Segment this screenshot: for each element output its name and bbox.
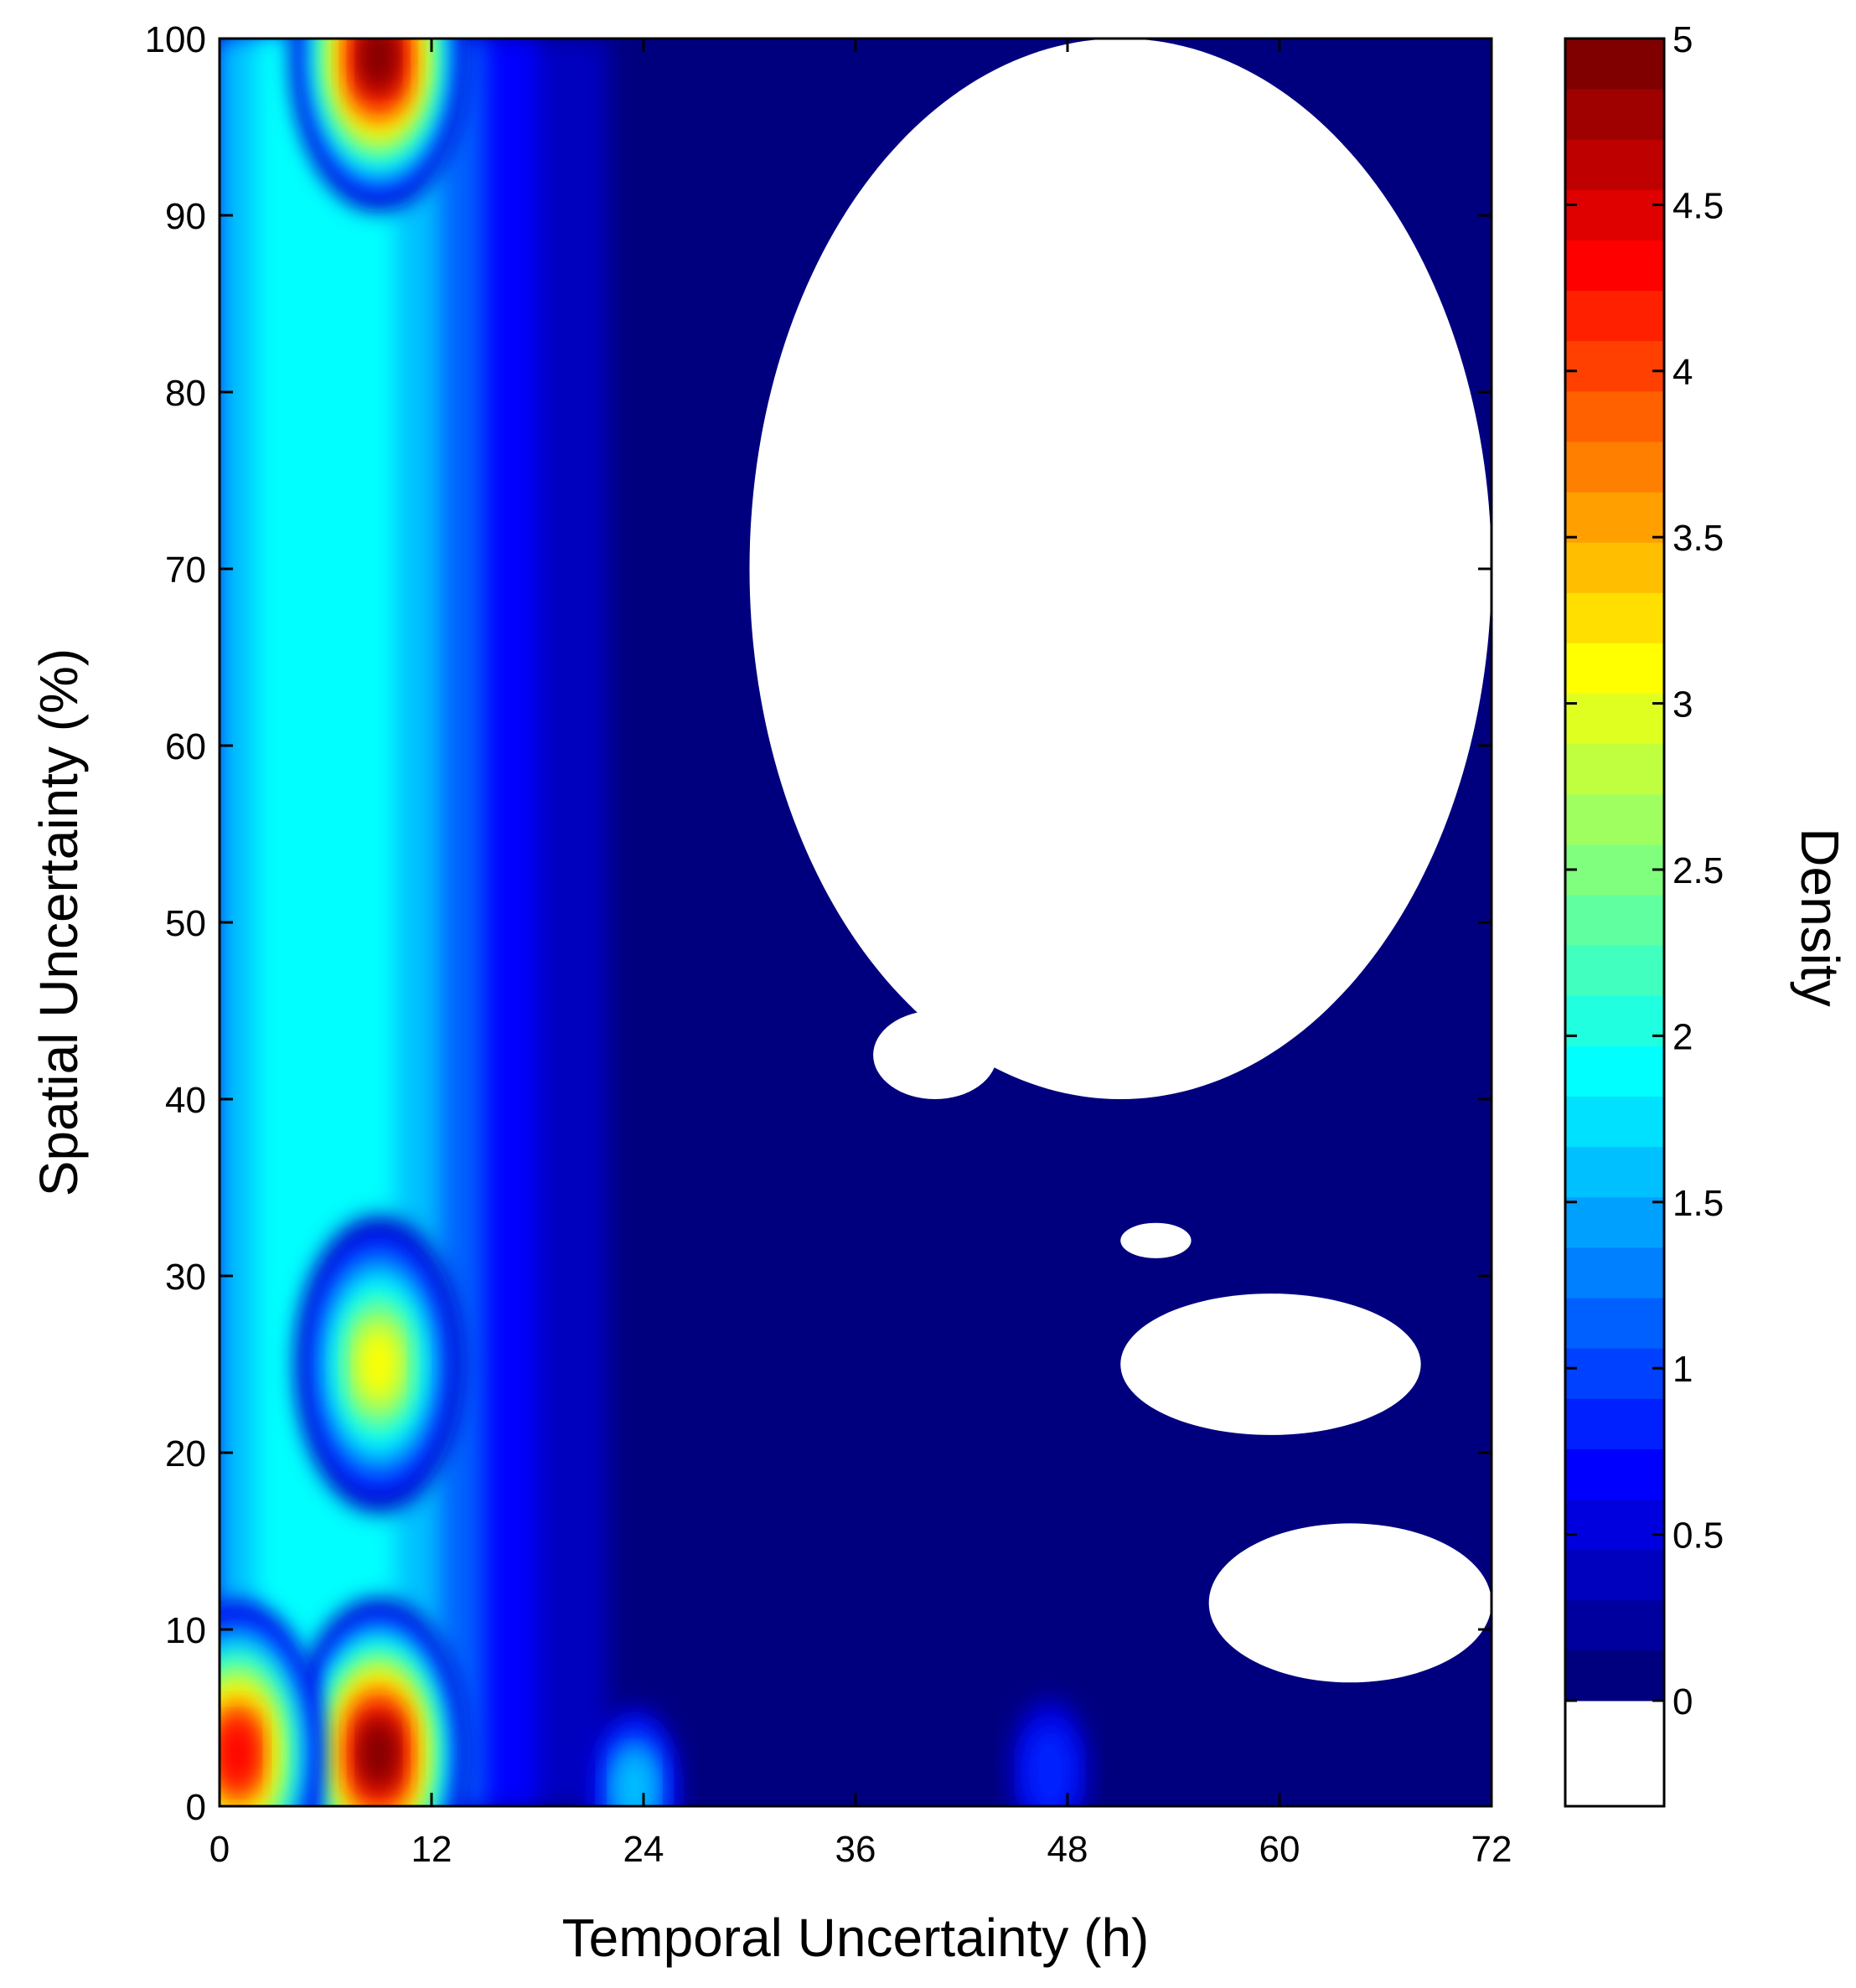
x-axis: 0 12 24 36 48 60 72	[209, 39, 1512, 1870]
density-hotspot	[220, 1720, 256, 1786]
colorbar-band	[1565, 1247, 1664, 1299]
density-hotspot	[1024, 1724, 1076, 1806]
density-hotspot	[614, 1752, 655, 1806]
colorbar-band	[1565, 643, 1664, 695]
colorbar-band	[1565, 139, 1664, 190]
colorbar-tick-label: 2.5	[1672, 850, 1724, 891]
colorbar-tick-label: 2	[1672, 1016, 1693, 1057]
colorbar-band	[1565, 1146, 1664, 1198]
colorbar-band	[1565, 1196, 1664, 1248]
colorbar-band	[1565, 1650, 1664, 1701]
colorbar-band	[1565, 492, 1664, 543]
colorbar-band	[1565, 39, 1664, 90]
colorbar-band	[1565, 1499, 1664, 1551]
zero-regions	[749, 39, 1492, 1683]
colorbar-band	[1565, 995, 1664, 1046]
colorbar-band	[1565, 1549, 1664, 1601]
colorbar-band	[1565, 340, 1664, 392]
x-tick-label: 12	[411, 1829, 452, 1870]
zero-density-region	[1120, 1293, 1421, 1435]
colorbar-tick-label: 5	[1672, 19, 1693, 60]
zero-density-region	[1120, 1222, 1192, 1258]
y-tick-label: 0	[186, 1787, 206, 1828]
x-tick-label: 48	[1047, 1829, 1088, 1870]
x-tick-label: 60	[1259, 1829, 1300, 1870]
colorbar-band	[1565, 1448, 1664, 1500]
y-tick-label: 60	[165, 726, 206, 767]
x-tick-label: 72	[1471, 1829, 1512, 1870]
colorbar-band	[1565, 1046, 1664, 1097]
y-tick-label: 20	[165, 1433, 206, 1474]
y-tick-label: 30	[165, 1257, 206, 1298]
colorbar-tick-label: 1	[1672, 1349, 1693, 1390]
y-tick-label: 40	[165, 1080, 206, 1121]
colorbar-band	[1565, 240, 1664, 292]
y-tick-label: 100	[145, 19, 206, 60]
colorbar-band	[1565, 290, 1664, 342]
colorbar-frame	[1564, 37, 1666, 1808]
colorbar-tick-label: 3	[1672, 684, 1693, 725]
y-axis-title: Spatial Uncertainty (%)	[28, 648, 89, 1196]
x-tick-label: 24	[623, 1829, 664, 1870]
colorbar: 0 0.5 1 1.5 2 2.5 3 3.5 4 4.5 5 Density	[1564, 19, 1850, 1808]
colorbar-tick-label: 4.5	[1672, 185, 1724, 226]
zero-density-region	[1208, 1523, 1492, 1683]
zero-density-region	[749, 39, 1492, 1099]
density-field	[220, 39, 1089, 1806]
y-tick-label: 90	[165, 196, 206, 237]
colorbar-bands	[1565, 39, 1664, 1806]
density-hotspot	[361, 39, 396, 88]
colorbar-ticks: 0 0.5 1 1.5 2 2.5 3 3.5 4 4.5 5	[1565, 19, 1724, 1722]
colorbar-band	[1565, 542, 1664, 593]
y-tick-label: 70	[165, 550, 206, 591]
colorbar-band	[1565, 1398, 1664, 1449]
colorbar-band	[1565, 1096, 1664, 1148]
x-tick-label: 0	[209, 1829, 230, 1870]
colorbar-tick-label: 1.5	[1672, 1183, 1724, 1224]
colorbar-band	[1565, 390, 1664, 442]
colorbar-band	[1565, 592, 1664, 643]
y-tick-label: 50	[165, 903, 206, 944]
zero-density-region	[873, 1010, 997, 1099]
y-tick-label: 10	[165, 1610, 206, 1651]
colorbar-band	[1565, 844, 1664, 896]
colorbar-band	[1565, 693, 1664, 745]
colorbar-band	[1565, 189, 1664, 240]
colorbar-tick-label: 4	[1672, 352, 1693, 393]
density-hotspot	[358, 1327, 399, 1402]
plot-area	[220, 39, 1492, 1806]
colorbar-band	[1565, 945, 1664, 996]
density-hotspot	[361, 1722, 396, 1784]
colorbar-band	[1565, 1599, 1664, 1651]
density-band	[255, 39, 396, 1806]
colorbar-band	[1565, 1298, 1664, 1349]
colorbar-band	[1565, 1348, 1664, 1399]
colorbar-tick-label: 3.5	[1672, 518, 1724, 559]
colorbar-zero-band	[1565, 1701, 1664, 1806]
colorbar-band	[1565, 441, 1664, 493]
colorbar-band	[1565, 743, 1664, 795]
y-axis: 0 10 20 30 40 50 60 70 80 90 100	[145, 19, 1492, 1828]
x-tick-label: 36	[835, 1829, 876, 1870]
x-axis-title: Temporal Uncertainty (h)	[562, 1908, 1150, 1968]
colorbar-tick-label: 0	[1672, 1681, 1693, 1722]
colorbar-label: Density	[1790, 828, 1850, 1006]
colorbar-band	[1565, 895, 1664, 946]
colorbar-tick-label: 0.5	[1672, 1516, 1724, 1557]
y-tick-label: 80	[165, 373, 206, 414]
colorbar-band	[1565, 89, 1664, 140]
colorbar-band	[1565, 793, 1664, 845]
